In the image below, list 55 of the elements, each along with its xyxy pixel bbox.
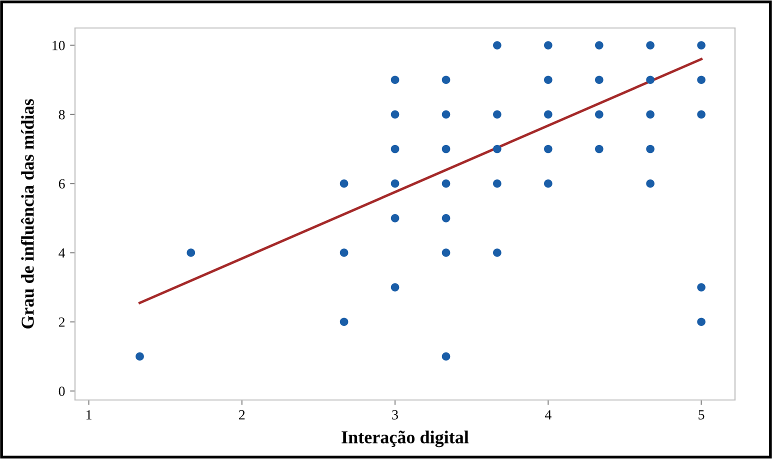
point <box>340 318 348 326</box>
point <box>390 110 400 119</box>
y-tick-label: 8 <box>58 110 65 120</box>
point <box>697 110 706 119</box>
point <box>544 76 552 84</box>
point <box>390 283 400 292</box>
point <box>186 248 196 257</box>
point <box>442 214 450 222</box>
point <box>390 144 400 154</box>
point <box>442 248 450 257</box>
point <box>544 41 552 50</box>
point <box>493 248 502 257</box>
point <box>390 179 400 188</box>
point <box>442 110 450 119</box>
point <box>442 352 450 361</box>
point <box>442 179 450 188</box>
point <box>646 76 654 84</box>
point <box>493 41 502 50</box>
point <box>646 41 654 50</box>
y-tick-label: 4 <box>58 248 66 258</box>
x-tick-label: 4 <box>544 410 552 420</box>
point <box>646 144 654 154</box>
point <box>442 144 450 154</box>
y-tick-label: 2 <box>58 317 65 327</box>
point <box>390 76 400 84</box>
point <box>646 179 654 188</box>
point <box>544 110 552 119</box>
y-axis-title: Grau de influência das mídias <box>20 99 34 328</box>
point <box>493 179 502 188</box>
point <box>595 144 604 154</box>
y-tick-label: 0 <box>58 386 65 396</box>
point <box>697 283 706 292</box>
point <box>340 248 348 257</box>
point <box>340 179 348 188</box>
x-tick-label: 1 <box>86 410 92 420</box>
x-tick-label: 5 <box>698 410 704 420</box>
point <box>595 41 604 50</box>
point <box>697 41 706 50</box>
x-tick-label: 2 <box>239 410 245 420</box>
point <box>493 144 502 154</box>
point <box>544 179 552 188</box>
point <box>390 214 400 222</box>
point <box>544 144 552 154</box>
point <box>697 318 706 326</box>
x-tick-label: 3 <box>392 410 398 420</box>
x-axis-title: Interação digital <box>342 430 469 448</box>
point <box>595 110 604 119</box>
point <box>136 352 144 361</box>
point <box>493 110 502 119</box>
y-tick-label: 10 <box>52 40 65 50</box>
point <box>646 110 654 119</box>
point <box>697 76 706 84</box>
point <box>595 76 604 84</box>
y-tick-label: 6 <box>58 179 65 189</box>
point <box>442 76 450 84</box>
